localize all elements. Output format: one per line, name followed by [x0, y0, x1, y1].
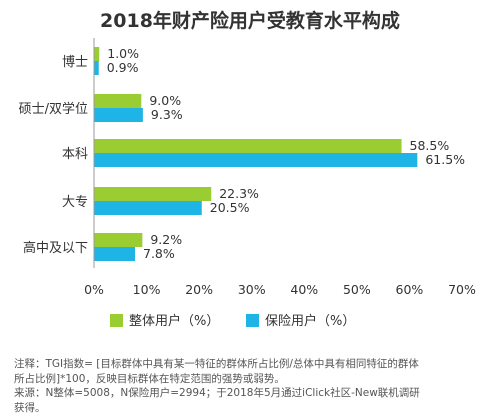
bar	[94, 247, 136, 261]
x-tick-label: 50%	[343, 282, 371, 297]
legend-swatch	[246, 314, 259, 327]
data-label: 58.5%	[410, 138, 450, 153]
footnote: 注释：TGI指数= [目标群体中具有某一特征的群体所占比例/总体中具有相同特征的…	[14, 357, 494, 415]
bar	[94, 47, 100, 61]
legend-label: 保险用户（%）	[265, 313, 355, 329]
data-label: 22.3%	[219, 186, 259, 201]
data-label: 61.5%	[425, 152, 465, 167]
x-tick-label: 40%	[290, 282, 318, 297]
footnote-line-2: 所占比例]*100，反映目标群体在特定范围的强势或弱势。	[14, 372, 285, 385]
data-label: 20.5%	[210, 200, 250, 215]
footnote-line-1: 注释：TGI指数= [目标群体中具有某一特征的群体所占比例/总体中具有相同特征的…	[14, 358, 419, 370]
bar	[94, 233, 143, 247]
x-tick-label: 70%	[448, 282, 476, 297]
data-label: 9.2%	[150, 232, 182, 247]
x-tick-label: 20%	[185, 282, 213, 297]
footnote-line-3: 来源：N整体=5008，N保险用户=2994；于2018年5月通过iClick社…	[14, 387, 420, 399]
x-tick-label: 10%	[133, 282, 161, 297]
category-label: 本科	[62, 147, 88, 162]
bar	[94, 187, 212, 201]
x-tick-label: 30%	[238, 282, 266, 297]
x-tick-label: 60%	[396, 282, 424, 297]
category-label: 高中及以下	[23, 240, 88, 256]
data-label: 9.0%	[149, 93, 181, 108]
category-label: 大专	[62, 195, 88, 210]
legend-swatch	[110, 314, 123, 327]
bar	[94, 139, 402, 153]
footnote-line-4: 获得。	[14, 401, 46, 414]
data-label: 1.0%	[107, 46, 139, 61]
data-label: 7.8%	[143, 246, 175, 261]
bar	[94, 108, 143, 122]
bar	[94, 61, 99, 75]
bar	[94, 153, 418, 167]
category-label: 硕士/双学位	[19, 101, 88, 117]
data-label: 0.9%	[107, 60, 139, 75]
bar-chart: 2018年财产险用户受教育水平构成 博士1.0%0.9%硕士/双学位9.0%9.…	[19, 9, 476, 329]
bar	[94, 201, 202, 215]
data-label: 9.3%	[151, 107, 183, 122]
bar	[94, 94, 142, 108]
chart-title: 2018年财产险用户受教育水平构成	[100, 9, 400, 32]
category-label: 博士	[62, 55, 88, 70]
legend-label: 整体用户（%）	[129, 313, 219, 329]
x-tick-label: 0%	[84, 282, 104, 297]
